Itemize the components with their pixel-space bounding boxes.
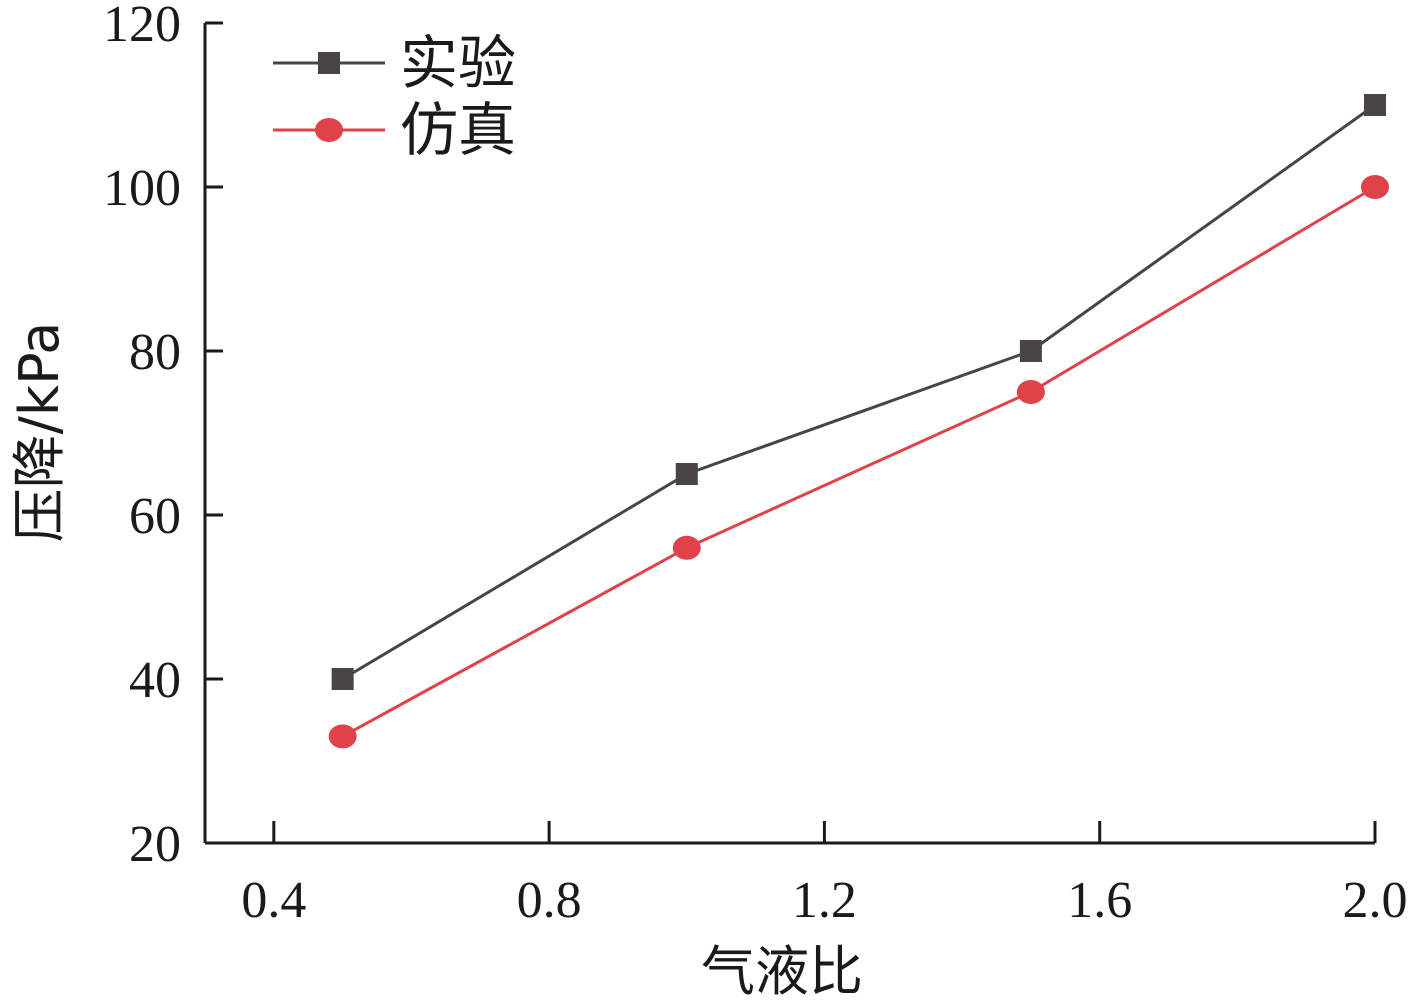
y-tick-label: 40: [129, 652, 181, 709]
y-tick-label: 100: [103, 160, 181, 217]
x-axis-title: 气液比: [701, 940, 863, 1003]
series-line: [341, 103, 1376, 681]
data-point-circle: [1016, 380, 1045, 404]
x-tick-label: 1.6: [1067, 872, 1132, 929]
legend-label: 实验: [400, 29, 516, 97]
data-point-square: [331, 668, 354, 690]
y-axis-title: 压降/kPa: [8, 322, 71, 543]
data-point-circle: [672, 535, 701, 560]
y-tick-label: 80: [129, 324, 181, 381]
legend-label: 仿真: [400, 96, 516, 164]
x-tick-label: 2.0: [1343, 872, 1408, 929]
axes: 20 40 60 80 100 120 0.4 0.8 1.2 1.6 2.0: [103, 0, 1408, 929]
series-1: [331, 94, 1386, 690]
x-tick-label: 0.8: [517, 872, 582, 929]
y-tick-label: 60: [129, 488, 181, 545]
data-point-square: [675, 463, 698, 485]
legend-item-2: 仿真: [273, 96, 516, 164]
legend-marker-square: [318, 52, 340, 74]
series-2: [328, 175, 1389, 749]
y-tick-label: 120: [103, 0, 181, 53]
data-point-circle: [1361, 175, 1389, 199]
y-tick-label: 20: [129, 816, 181, 873]
data-point-circle: [328, 724, 357, 749]
series-line: [341, 185, 1376, 738]
data-point-square: [1364, 94, 1386, 116]
x-tick-label: 1.2: [792, 872, 857, 929]
legend-item-1: 实验: [273, 29, 516, 97]
series-layer: [328, 94, 1389, 749]
data-point-square: [1019, 340, 1042, 362]
x-tick-label: 0.4: [241, 872, 306, 929]
legend-marker-circle: [315, 118, 343, 142]
